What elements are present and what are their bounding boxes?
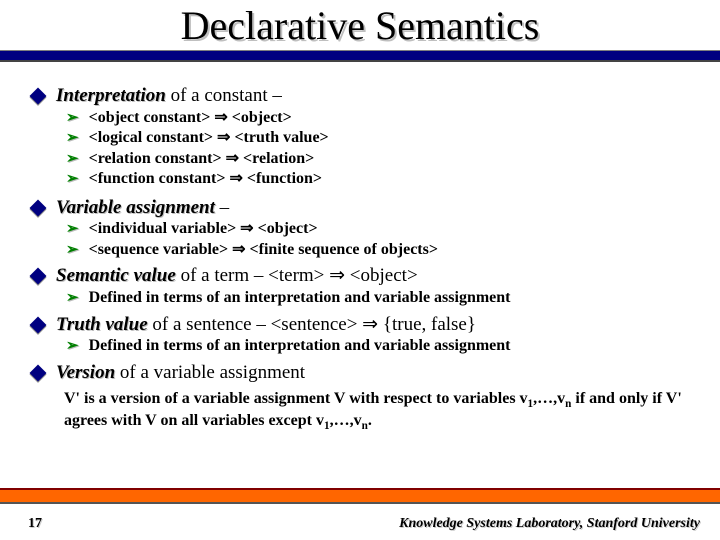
sub-item: ➢ <relation constant> ⇒ <relation> xyxy=(66,149,700,169)
sub-item: ➢ <object constant> ⇒ <object> xyxy=(66,108,700,128)
bullet-text: Semantic value of a term – <term> ⇒ <obj… xyxy=(56,264,418,288)
title-rule xyxy=(0,50,720,60)
arrow-icon: ➢ xyxy=(66,240,79,259)
arrow-icon: ➢ xyxy=(66,149,79,168)
sub-text: <logical constant> ⇒ <truth value> xyxy=(89,128,329,148)
arrow-icon: ➢ xyxy=(66,128,79,147)
bullet-text: Truth value of a sentence – <sentence> ⇒… xyxy=(56,313,476,337)
diamond-bullet-icon xyxy=(30,199,47,216)
footer: 17 Knowledge Systems Laboratory, Stanfor… xyxy=(0,508,720,540)
slide-title: Declarative Semantics xyxy=(0,2,720,49)
title-band: Declarative Semantics xyxy=(0,0,720,68)
arrow-icon: ➢ xyxy=(66,108,79,127)
sub-item: ➢ <logical constant> ⇒ <truth value> xyxy=(66,128,700,148)
version-note: V' is a version of a variable assignment… xyxy=(64,389,682,435)
arrow-icon: ➢ xyxy=(66,219,79,238)
sub-text: <function constant> ⇒ <function> xyxy=(89,169,322,189)
sub-text: Defined in terms of an interpretation an… xyxy=(89,288,511,308)
diamond-bullet-icon xyxy=(30,88,47,105)
sub-text: <relation constant> ⇒ <relation> xyxy=(89,149,315,169)
sub-text: <object constant> ⇒ <object> xyxy=(89,108,292,128)
sub-text: <individual variable> ⇒ <object> xyxy=(89,219,318,239)
sub-item: ➢ Defined in terms of an interpretation a… xyxy=(66,288,700,308)
diamond-bullet-icon xyxy=(30,268,47,285)
sub-item: ➢ Defined in terms of an interpretation a… xyxy=(66,336,700,356)
diamond-bullet-icon xyxy=(30,316,47,333)
bullet-text: Version of a variable assignment xyxy=(56,361,305,385)
arrow-icon: ➢ xyxy=(66,336,79,355)
bullet-item: Semantic value of a term – <term> ⇒ <obj… xyxy=(32,264,700,288)
arrow-icon: ➢ xyxy=(66,288,79,307)
sub-item: ➢ <sequence variable> ⇒ <finite sequence … xyxy=(66,240,700,260)
bullet-text: Variable assignment – xyxy=(56,196,229,220)
lab-credit: Knowledge Systems Laboratory, Stanford U… xyxy=(399,516,700,532)
sub-text: <sequence variable> ⇒ <finite sequence o… xyxy=(89,240,438,260)
bullet-text: Interpretation of a constant – xyxy=(56,84,282,108)
bullet-item: Version of a variable assignment xyxy=(32,361,700,385)
bullet-item: Variable assignment – xyxy=(32,196,700,220)
sub-text: Defined in terms of an interpretation an… xyxy=(89,336,511,356)
sub-item: ➢ <function constant> ⇒ <function> xyxy=(66,169,700,189)
arrow-icon: ➢ xyxy=(66,169,79,188)
bullet-item: Truth value of a sentence – <sentence> ⇒… xyxy=(32,313,700,337)
page-number: 17 xyxy=(28,516,42,532)
bullet-item: Interpretation of a constant – xyxy=(32,84,700,108)
sub-item: ➢ <individual variable> ⇒ <object> xyxy=(66,219,700,239)
slide-content: Interpretation of a constant –➢<object c… xyxy=(0,68,720,434)
diamond-bullet-icon xyxy=(30,364,47,381)
footer-bar xyxy=(0,488,720,502)
